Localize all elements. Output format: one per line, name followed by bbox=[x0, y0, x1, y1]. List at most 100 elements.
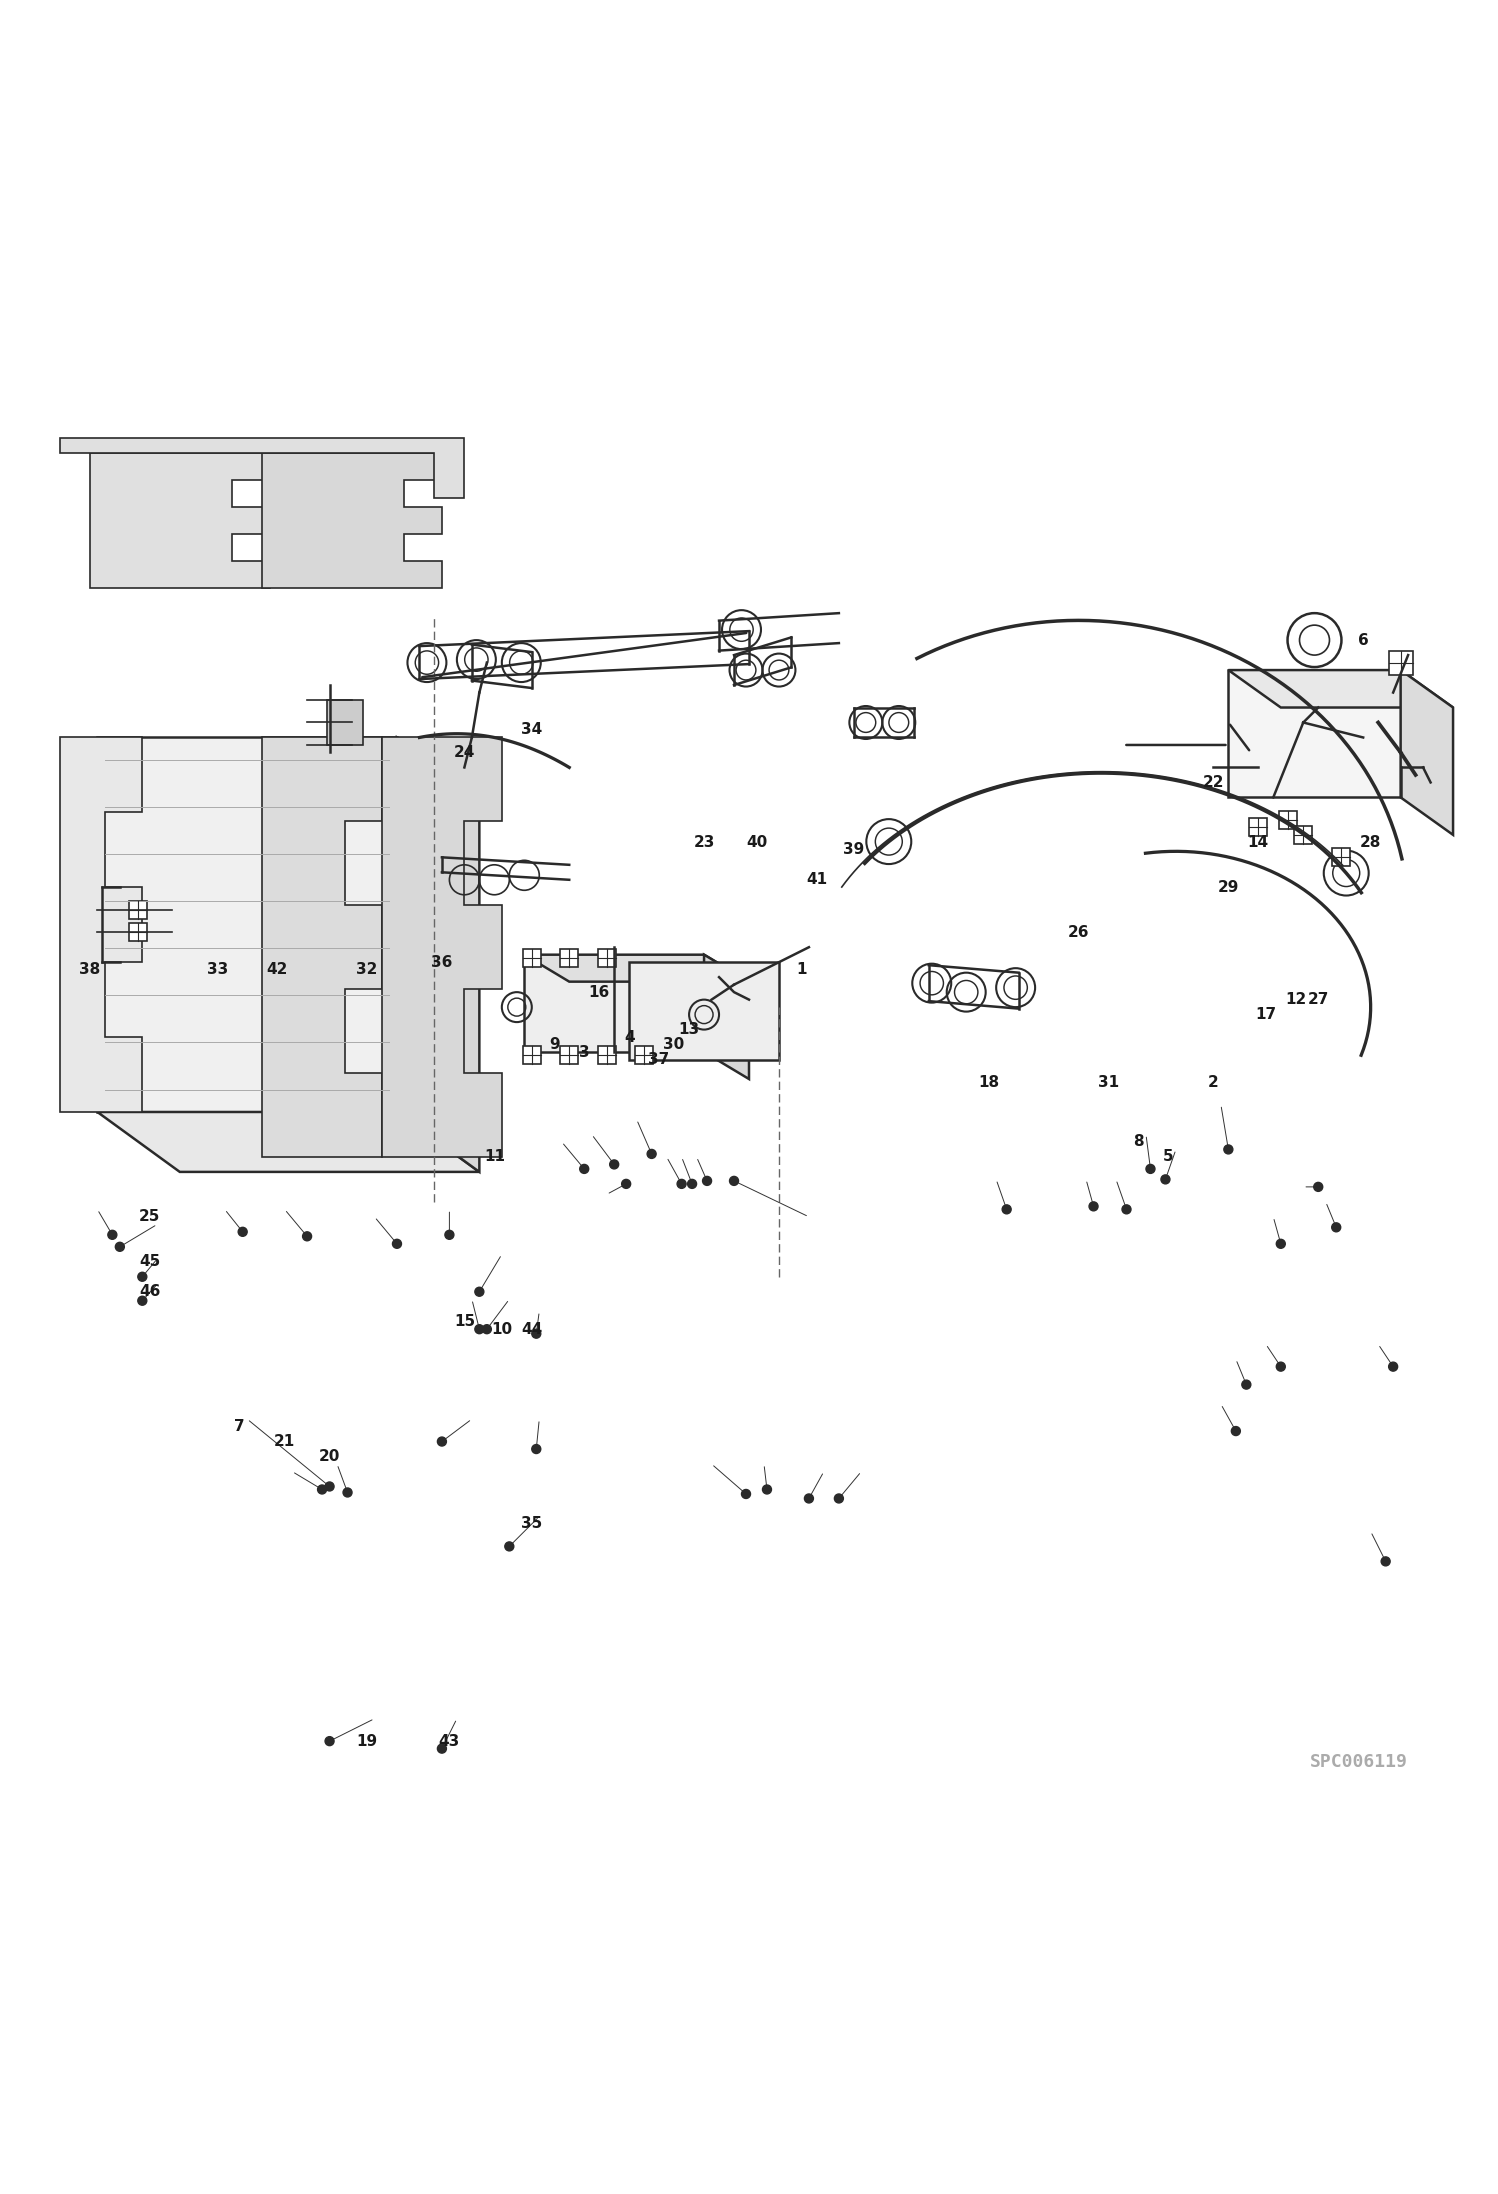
Text: 28: 28 bbox=[1360, 836, 1381, 849]
Text: 17: 17 bbox=[1255, 1007, 1276, 1022]
Polygon shape bbox=[60, 439, 464, 498]
Text: 25: 25 bbox=[139, 1209, 160, 1224]
Circle shape bbox=[1146, 1165, 1155, 1174]
Text: 33: 33 bbox=[207, 963, 228, 976]
Text: 6: 6 bbox=[1357, 632, 1369, 647]
Text: 42: 42 bbox=[267, 963, 288, 976]
Text: 43: 43 bbox=[439, 1733, 460, 1749]
Circle shape bbox=[482, 1325, 491, 1334]
Circle shape bbox=[318, 1485, 327, 1494]
Circle shape bbox=[445, 1231, 454, 1240]
Circle shape bbox=[437, 1437, 446, 1446]
Circle shape bbox=[730, 1176, 739, 1185]
Text: 32: 32 bbox=[357, 963, 377, 976]
Circle shape bbox=[1276, 1240, 1285, 1248]
Circle shape bbox=[115, 1242, 124, 1251]
Circle shape bbox=[343, 1488, 352, 1496]
Text: 8: 8 bbox=[1132, 1134, 1144, 1150]
Polygon shape bbox=[524, 954, 749, 981]
Polygon shape bbox=[704, 954, 749, 1079]
Circle shape bbox=[392, 1240, 401, 1248]
Bar bbox=[1279, 812, 1297, 829]
Text: 41: 41 bbox=[806, 873, 827, 886]
Circle shape bbox=[1161, 1176, 1170, 1185]
Polygon shape bbox=[90, 452, 270, 588]
Circle shape bbox=[475, 1325, 484, 1334]
Text: 3: 3 bbox=[578, 1044, 590, 1060]
Circle shape bbox=[532, 1444, 541, 1452]
Text: 34: 34 bbox=[521, 722, 542, 737]
Text: 20: 20 bbox=[319, 1448, 340, 1463]
Polygon shape bbox=[60, 737, 142, 1112]
Bar bbox=[598, 948, 616, 968]
Text: 40: 40 bbox=[746, 836, 767, 849]
Circle shape bbox=[1276, 1362, 1285, 1371]
Circle shape bbox=[138, 1297, 147, 1305]
Bar bbox=[1332, 849, 1350, 867]
Bar bbox=[129, 924, 147, 941]
Text: 37: 37 bbox=[649, 1053, 670, 1066]
Bar bbox=[635, 1047, 653, 1064]
Polygon shape bbox=[262, 737, 382, 1156]
Circle shape bbox=[325, 1738, 334, 1746]
Text: 45: 45 bbox=[139, 1255, 160, 1270]
Circle shape bbox=[677, 1180, 686, 1189]
Text: 15: 15 bbox=[454, 1314, 475, 1330]
Text: 29: 29 bbox=[1218, 880, 1239, 895]
Text: 19: 19 bbox=[357, 1733, 377, 1749]
Bar bbox=[560, 1047, 578, 1064]
Text: 36: 36 bbox=[431, 954, 452, 970]
Circle shape bbox=[834, 1494, 843, 1503]
Text: 14: 14 bbox=[1248, 836, 1269, 849]
Circle shape bbox=[610, 1161, 619, 1169]
Text: 2: 2 bbox=[1207, 1075, 1219, 1090]
Text: 30: 30 bbox=[664, 1038, 685, 1053]
Circle shape bbox=[1122, 1205, 1131, 1213]
Bar bbox=[523, 948, 541, 968]
Circle shape bbox=[138, 1273, 147, 1281]
Bar bbox=[1249, 818, 1267, 836]
Text: 35: 35 bbox=[521, 1516, 542, 1531]
Text: 38: 38 bbox=[79, 963, 100, 976]
Text: 46: 46 bbox=[139, 1283, 160, 1299]
Text: 10: 10 bbox=[491, 1321, 512, 1336]
Circle shape bbox=[647, 1150, 656, 1158]
Polygon shape bbox=[1228, 669, 1453, 706]
Circle shape bbox=[532, 1330, 541, 1338]
Text: 26: 26 bbox=[1068, 924, 1089, 939]
Bar bbox=[523, 1047, 541, 1064]
Circle shape bbox=[1002, 1205, 1011, 1213]
Bar bbox=[560, 948, 578, 968]
Text: 24: 24 bbox=[454, 746, 475, 759]
Bar bbox=[129, 902, 147, 919]
Text: 5: 5 bbox=[1162, 1150, 1174, 1165]
Circle shape bbox=[1089, 1202, 1098, 1211]
Circle shape bbox=[1242, 1380, 1251, 1389]
Circle shape bbox=[1224, 1145, 1233, 1154]
Polygon shape bbox=[1228, 669, 1401, 796]
Bar bbox=[327, 700, 363, 746]
Polygon shape bbox=[97, 1112, 479, 1172]
Text: 4: 4 bbox=[623, 1029, 635, 1044]
Text: 21: 21 bbox=[274, 1435, 295, 1448]
Text: 39: 39 bbox=[843, 842, 864, 858]
Circle shape bbox=[622, 1180, 631, 1189]
Text: 13: 13 bbox=[679, 1022, 700, 1038]
Polygon shape bbox=[97, 737, 397, 1112]
Polygon shape bbox=[397, 737, 479, 1172]
Text: 11: 11 bbox=[484, 1150, 505, 1165]
Text: 18: 18 bbox=[978, 1075, 999, 1090]
Circle shape bbox=[108, 1231, 117, 1240]
Polygon shape bbox=[382, 737, 502, 1156]
Circle shape bbox=[580, 1165, 589, 1174]
Circle shape bbox=[1381, 1558, 1390, 1567]
Polygon shape bbox=[1401, 669, 1453, 836]
Bar bbox=[1389, 652, 1413, 674]
Circle shape bbox=[303, 1231, 312, 1242]
Text: 12: 12 bbox=[1285, 992, 1306, 1007]
Text: 16: 16 bbox=[589, 985, 610, 1000]
Circle shape bbox=[325, 1481, 334, 1492]
Circle shape bbox=[505, 1542, 514, 1551]
Circle shape bbox=[1332, 1222, 1341, 1231]
Circle shape bbox=[688, 1180, 697, 1189]
